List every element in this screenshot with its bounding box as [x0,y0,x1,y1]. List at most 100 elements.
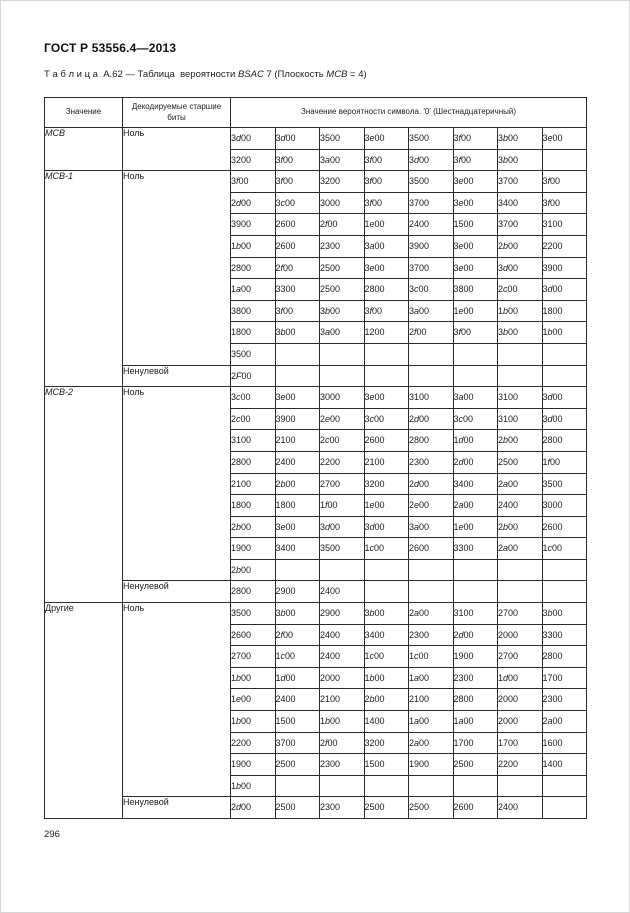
probability-cell: 3d00 [408,148,454,172]
probability-cell: 3400 [452,472,498,496]
caption-label: Т а б л и ц а А.62 — Таблица вероятности [44,69,238,80]
probability-cell: 2800 [541,429,588,452]
probability-cell [319,774,365,798]
caption-term-bsac: BSAC [237,69,264,80]
probability-cell: 2400 [319,623,365,647]
probability-cell: 1800 [541,299,588,323]
probability-cell: 1c00 [541,537,588,560]
probability-cell: 3f00 [274,299,320,323]
probability-cell: 2a00 [497,537,543,560]
probability-cell [497,558,543,582]
probability-cell: 3300 [541,623,588,647]
probability-cell: 2700 [230,645,276,668]
probability-cell: 1400 [541,753,588,776]
probability-cell: 3e00 [452,234,498,258]
probability-cell: 1900 [452,645,498,668]
probability-cell: 1800 [274,494,320,517]
probability-cell: 3100 [497,407,543,431]
table-row: Ненулевой 2d00 2500 2300 2500 2500 2600 2400 [45,796,588,819]
probability-cell: 3e00 [363,127,409,150]
probability-cell: 3b00 [497,321,543,344]
probability-cell: 2500 [363,796,409,819]
probability-cell: 2000 [497,710,543,733]
probability-cell [497,342,543,366]
probability-cell: 3c00 [230,386,276,409]
probability-cell: 3500 [541,472,588,496]
probability-cell: 2f00 [408,321,454,344]
probability-cell: 1d00 [497,666,543,690]
probability-cell: 2000 [319,666,365,690]
table-row: 2800 2f00 2500 3e00 3700 3e00 3d00 3900 [45,256,588,280]
probability-cell: 1a00 [408,666,454,690]
probability-cell: 3700 [408,191,454,215]
probability-cell: 3300 [452,537,498,560]
probability-cell: 2600 [541,515,588,539]
probability-cell: 3d00 [541,386,588,409]
probability-cell: 1a00 [408,710,454,733]
probability-cell [408,580,454,604]
caption-tail: = 4) [347,69,367,80]
probability-cell: 1b00 [541,321,588,344]
probability-cell: 2d00 [452,450,498,474]
probability-cell: 3100 [541,213,588,236]
probability-cell: 3200 [230,148,276,172]
probability-cell: 2d00 [408,472,454,496]
probability-cell: 2300 [408,450,454,474]
probability-cell: 1b00 [230,666,276,690]
probability-cell: 3c00 [274,191,320,215]
probability-cell: 2700 [497,602,543,625]
decoded-bits-cell: Ноль [122,386,231,582]
probability-cell: 2c00 [319,429,365,452]
probability-cell: 2f00 [274,256,320,280]
probability-cell: 1e00 [452,299,498,323]
probability-cell: 1500 [274,710,320,733]
probability-cell: 3300 [274,278,320,301]
probability-cell [497,364,543,388]
probability-cell: 3a00 [452,386,498,409]
probability-cell: 3900 [274,407,320,431]
probability-cell: 1900 [230,753,276,776]
probability-cell [408,364,454,388]
probability-cell: 2500 [408,796,454,819]
probability-cell: 1700 [497,731,543,755]
probability-cell: 2F00 [230,364,276,388]
probability-cell: 3c00 [408,278,454,301]
decoded-bits-cell: Ненулевой [122,580,231,604]
probability-cell [274,774,320,798]
probability-cell: 2b00 [497,234,543,258]
probability-cell: 1a00 [230,278,276,301]
probability-cell [541,364,588,388]
probability-cell: 1800 [230,494,276,517]
probability-cell: 2f00 [319,731,365,755]
probability-cell: 2a00 [408,731,454,755]
decoded-bits-cell: Ненулевой [122,364,231,388]
probability-cell: 1200 [363,321,409,344]
table-row: Ненулевой 2800 2900 2400 [45,580,588,604]
probability-cell: 2800 [230,450,276,474]
table-row: Другие Ноль 3500 3b00 2900 3b00 2a00 3100 2700 3b… [44,602,588,819]
probability-cell [319,342,365,366]
probability-cell [541,580,588,604]
document-title: ГОСТ Р 53556.4—2013 [44,41,177,55]
table-row: 1b00 2600 2300 3a00 3900 3e00 2b00 2200 [45,234,588,258]
header-bits: Декодируемые старшие биты [122,97,231,128]
probability-cell: 3a00 [363,234,409,258]
probability-cell: 1600 [541,731,588,755]
probability-cell: 1e00 [363,213,409,236]
probability-cell: 2800 [408,429,454,452]
probability-cell: 3f00 [452,321,498,344]
table-row: 3200 3f00 3a00 3f00 3d00 3f00 3b00 [45,148,588,172]
probability-cell: 2800 [452,688,498,712]
probability-cell: 3800 [230,299,276,323]
probability-cell: 3700 [497,213,543,236]
probability-cell: 3000 [541,494,588,517]
probability-cell: 3500 [230,342,276,366]
probability-cell: 2000 [497,623,543,647]
probability-cell: 3e00 [274,515,320,539]
probability-cell: 3d00 [363,515,409,539]
probability-cell: 1b00 [230,774,276,798]
table-row: 1900 2500 2300 1500 1900 2500 2200 1400 [45,753,588,776]
probability-cell: 1f00 [541,450,588,474]
probability-cell: 2b00 [230,515,276,539]
probability-cell: 3d00 [230,127,276,150]
